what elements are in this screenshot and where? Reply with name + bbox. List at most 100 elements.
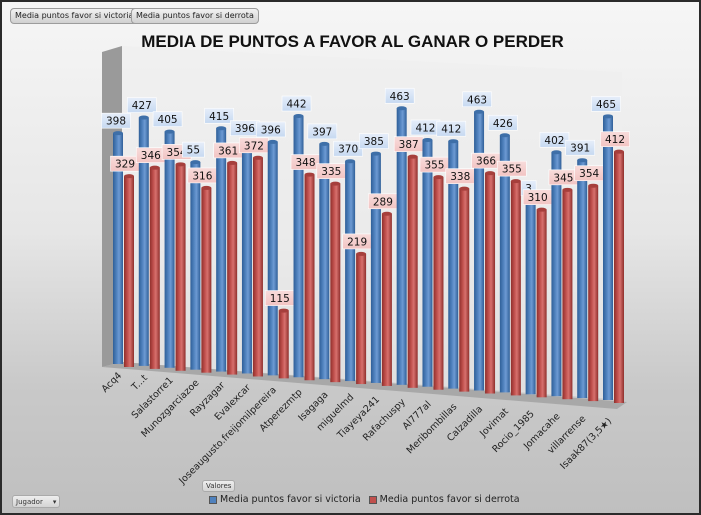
data-label-victoria: 398 bbox=[106, 116, 126, 128]
data-label-victoria: 391 bbox=[570, 143, 590, 155]
bar-cap-derrota bbox=[485, 171, 496, 176]
bar-cap-victoria bbox=[293, 114, 304, 119]
data-label-victoria: 396 bbox=[261, 124, 281, 136]
data-label-victoria: 55 bbox=[187, 145, 200, 157]
bar-derrota bbox=[407, 156, 418, 388]
bar-derrota bbox=[149, 167, 160, 369]
bar-victoria bbox=[422, 139, 433, 387]
data-label-derrota: 355 bbox=[502, 164, 522, 176]
bar-victoria bbox=[499, 135, 510, 393]
legend-item-victoria: Media puntos favor si victoria bbox=[209, 494, 361, 505]
data-label-victoria: 442 bbox=[287, 99, 307, 111]
data-label-derrota: 345 bbox=[553, 172, 573, 184]
bar-victoria bbox=[396, 108, 407, 385]
bar-cap-derrota bbox=[510, 179, 521, 184]
bar-cap-victoria bbox=[499, 133, 510, 138]
bar-cap-derrota bbox=[407, 154, 418, 159]
bar-cap-victoria bbox=[577, 158, 588, 163]
bar-cap-derrota bbox=[252, 155, 263, 160]
bar-cap-victoria bbox=[138, 115, 149, 120]
category-label: Acq4 bbox=[100, 370, 124, 394]
bar-derrota bbox=[536, 209, 547, 398]
pivot-value-button-derrota[interactable]: Media puntos favor si derrota bbox=[131, 8, 259, 24]
bar-cap-victoria bbox=[216, 126, 227, 131]
bar-victoria bbox=[319, 143, 330, 380]
bar-derrota bbox=[356, 253, 367, 385]
bar-derrota bbox=[278, 310, 289, 379]
bar-cap-derrota bbox=[459, 186, 470, 191]
bar-derrota bbox=[433, 177, 444, 390]
bar-victoria bbox=[474, 111, 485, 391]
data-label-box-victoria bbox=[101, 112, 131, 129]
bar-cap-victoria bbox=[267, 139, 278, 144]
data-label-box-victoria bbox=[307, 123, 338, 140]
bar-cap-derrota bbox=[227, 160, 238, 165]
bar-derrota bbox=[175, 164, 186, 371]
bar-derrota bbox=[459, 188, 470, 392]
bar-derrota bbox=[614, 151, 624, 403]
bar-cap-victoria bbox=[396, 106, 407, 111]
category-label: T...t bbox=[129, 373, 150, 394]
bar-cap-derrota bbox=[381, 211, 392, 216]
data-label-box-victoria bbox=[126, 97, 157, 113]
data-label-derrota: 338 bbox=[450, 171, 470, 183]
bar-derrota bbox=[330, 183, 341, 383]
data-label-derrota: 387 bbox=[399, 139, 419, 151]
bar-victoria bbox=[216, 128, 227, 372]
bar-cap-derrota bbox=[304, 172, 315, 177]
bar-victoria bbox=[603, 116, 613, 400]
bar-cap-derrota bbox=[124, 174, 134, 179]
data-label-derrota: 316 bbox=[192, 170, 212, 182]
legend-swatch-derrota bbox=[368, 495, 377, 504]
data-label-victoria: 412 bbox=[415, 122, 435, 134]
legend-label-derrota: Media puntos favor si derrota bbox=[379, 494, 520, 505]
bar-derrota bbox=[124, 176, 134, 367]
data-label-derrota: 361 bbox=[218, 145, 238, 157]
bar-victoria bbox=[577, 160, 588, 399]
bar-cap-victoria bbox=[474, 109, 485, 114]
bar-cap-derrota bbox=[614, 149, 624, 154]
data-label-box-victoria bbox=[204, 107, 234, 124]
data-label-box-victoria bbox=[255, 121, 286, 138]
data-label-derrota: 355 bbox=[424, 160, 444, 172]
bar-victoria bbox=[345, 161, 356, 382]
bar-derrota bbox=[381, 213, 392, 386]
legend-swatch-victoria bbox=[209, 495, 217, 504]
data-label-derrota: 335 bbox=[321, 166, 341, 178]
data-label-derrota: 219 bbox=[347, 236, 367, 248]
data-label-victoria: 3 bbox=[525, 183, 532, 195]
bar-derrota bbox=[252, 157, 263, 377]
data-label-box-victoria bbox=[359, 133, 389, 149]
data-label-victoria: 397 bbox=[312, 126, 332, 138]
data-label-box-victoria bbox=[539, 131, 570, 148]
bar-derrota bbox=[510, 181, 521, 396]
triangle-down-icon[interactable]: ▾ bbox=[52, 498, 57, 506]
data-label-victoria: 463 bbox=[390, 91, 410, 103]
bar-cap-victoria bbox=[603, 114, 613, 119]
data-label-victoria: 427 bbox=[132, 100, 152, 112]
bar-victoria bbox=[293, 116, 304, 378]
data-label-derrota: 348 bbox=[296, 157, 316, 169]
bar-cap-victoria bbox=[319, 141, 330, 146]
bar-victoria bbox=[267, 141, 278, 376]
category-label: Isaak87(3,5★) bbox=[558, 416, 614, 472]
data-label-victoria: 385 bbox=[364, 136, 384, 148]
bar-cap-derrota bbox=[278, 308, 289, 313]
data-label-derrota: 115 bbox=[270, 293, 290, 305]
data-label-derrota: 366 bbox=[476, 156, 496, 168]
bar-cap-derrota bbox=[588, 183, 599, 188]
data-label-derrota: 372 bbox=[244, 140, 264, 152]
bar-victoria bbox=[164, 131, 175, 368]
data-label-derrota: 289 bbox=[373, 196, 393, 208]
bar-cap-derrota bbox=[149, 165, 160, 170]
data-label-victoria: 405 bbox=[158, 114, 178, 126]
legend-label-victoria: Media puntos favor si victoria bbox=[220, 494, 361, 505]
bar-cap-derrota bbox=[201, 185, 212, 190]
bar-victoria bbox=[241, 140, 252, 374]
data-label-box-victoria bbox=[152, 111, 183, 127]
bar-victoria bbox=[370, 153, 381, 383]
data-label-box-derrota bbox=[600, 131, 630, 147]
axis-field-button[interactable]: Jugador ▾ bbox=[12, 495, 61, 508]
values-field-button[interactable]: Valores bbox=[202, 480, 236, 492]
data-label-derrota: 310 bbox=[528, 192, 548, 204]
